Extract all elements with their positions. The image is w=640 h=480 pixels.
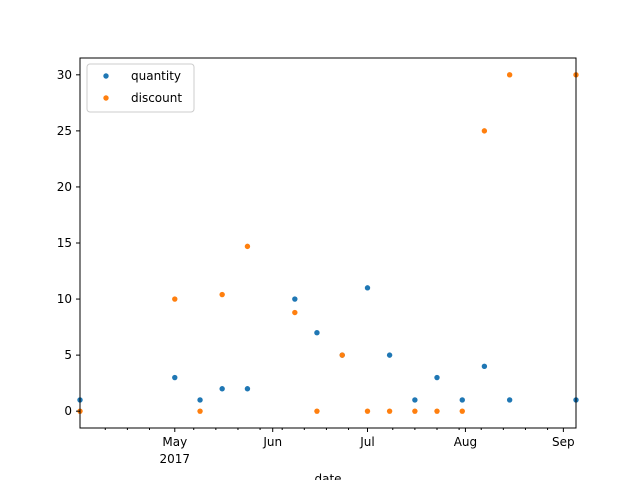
data-point-quantity	[197, 397, 203, 403]
data-point-quantity	[459, 397, 465, 403]
data-point-quantity	[481, 363, 488, 370]
legend-marker-quantity	[103, 73, 109, 79]
x-tick-label: Aug	[454, 435, 477, 449]
y-tick-label: 0	[64, 404, 72, 418]
x-axis-label: date	[314, 472, 341, 480]
data-point-discount	[172, 296, 178, 302]
data-point-discount	[386, 408, 393, 414]
y-tick-label: 20	[57, 180, 72, 194]
x-tick-label: Jul	[359, 435, 374, 449]
legend: quantity discount	[86, 63, 195, 113]
data-point-discount	[197, 408, 203, 414]
legend-box	[86, 63, 195, 113]
x-tick-sublabel: 2017	[160, 452, 191, 466]
y-tick-label: 25	[57, 124, 72, 138]
y-tick-label: 5	[64, 348, 72, 362]
data-point-quantity	[244, 386, 251, 392]
legend-label: discount	[131, 91, 182, 105]
data-point-discount	[314, 408, 320, 414]
data-point-quantity	[506, 397, 513, 403]
y-tick-label: 15	[57, 236, 72, 250]
data-point-discount	[219, 291, 225, 298]
legend-label: quantity	[131, 69, 181, 83]
data-point-discount	[481, 128, 488, 134]
data-point-quantity	[172, 374, 178, 381]
x-tick-label: May	[162, 435, 187, 449]
data-point-discount	[459, 408, 465, 414]
y-tick-label: 30	[57, 68, 72, 82]
legend-marker-discount	[103, 95, 109, 101]
data-point-quantity	[434, 374, 440, 381]
data-point-quantity	[364, 285, 371, 291]
data-point-quantity	[386, 352, 393, 358]
data-point-discount	[364, 408, 371, 414]
data-point-quantity	[412, 397, 418, 403]
data-point-quantity	[219, 386, 225, 392]
data-point-discount	[339, 352, 345, 358]
data-point-discount	[244, 243, 251, 250]
data-point-discount	[412, 408, 418, 414]
x-tick-label: Sep	[552, 435, 575, 449]
plot-area	[77, 72, 579, 414]
axes: 0 5 10 15 20 25 30 May 2017 Jun Jul Aug Sep	[57, 57, 577, 466]
data-point-discount	[292, 309, 298, 316]
x-tick-label: Jun	[262, 435, 282, 449]
data-point-discount	[506, 72, 513, 78]
data-point-discount	[434, 408, 440, 414]
data-point-quantity	[292, 296, 298, 302]
y-tick-label: 10	[57, 292, 72, 306]
data-point-quantity	[314, 329, 320, 336]
